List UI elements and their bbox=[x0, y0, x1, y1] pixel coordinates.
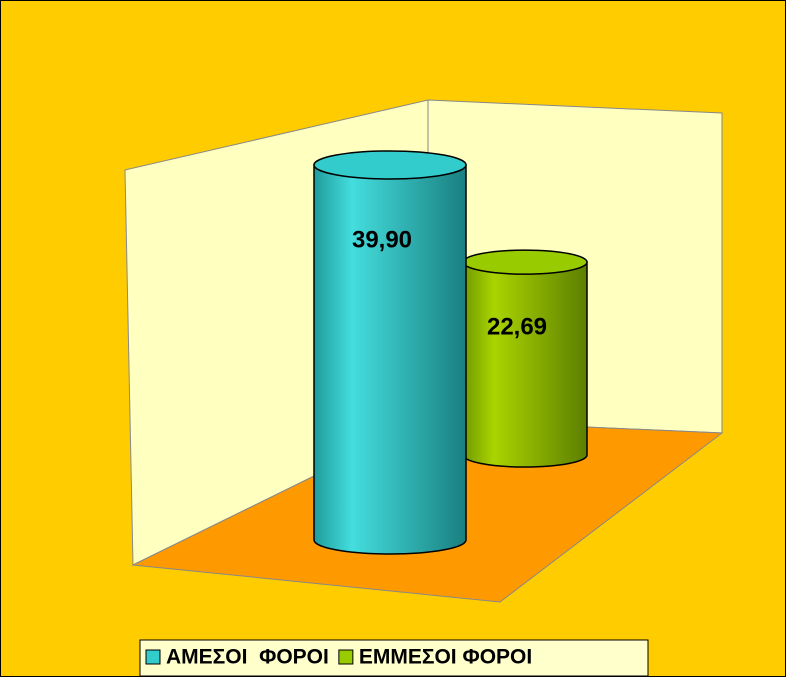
legend-swatch bbox=[338, 649, 354, 665]
cylinder-body bbox=[462, 261, 588, 468]
legend-items: ΑΜΕΣΟΙ ΦΟΡΟΙ ΕΜΜΕΣΟΙ ΦΟΡΟΙ bbox=[145, 646, 532, 669]
cylinder bbox=[313, 150, 467, 555]
plot: 22,69 39,90 bbox=[313, 150, 588, 555]
legend-label: ΕΜΜΕΣΟΙ ΦΟΡΟΙ bbox=[359, 646, 532, 669]
legend-swatch bbox=[145, 649, 161, 665]
data-label: 22,69 bbox=[487, 313, 547, 340]
legend-label: ΑΜΕΣΟΙ ΦΟΡΟΙ bbox=[166, 646, 329, 669]
cylinder-body bbox=[313, 164, 467, 555]
cylinder bbox=[462, 249, 588, 468]
cylinder-top bbox=[313, 150, 467, 180]
legend bbox=[139, 639, 649, 677]
cylinder-top bbox=[462, 249, 588, 275]
data-label: 39,90 bbox=[352, 226, 412, 253]
